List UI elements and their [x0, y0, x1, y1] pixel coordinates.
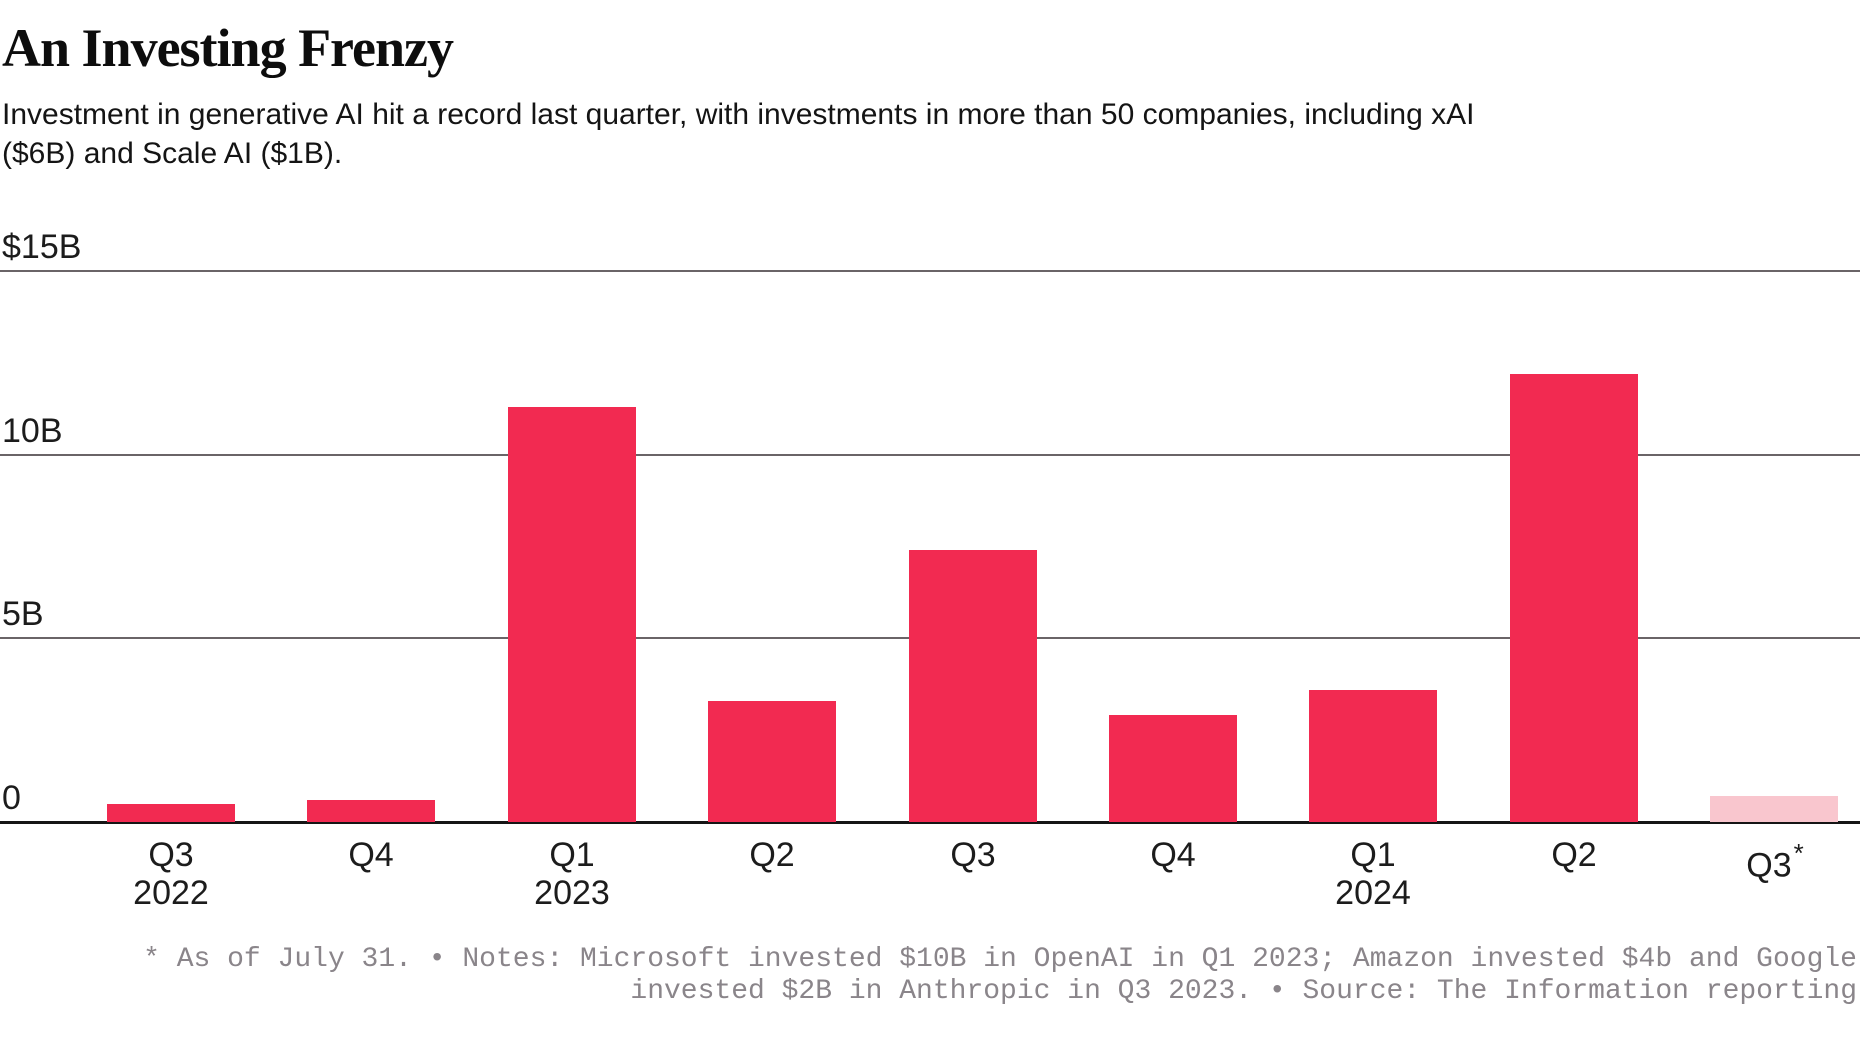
x-year-label-2023: 2023 [534, 874, 610, 912]
provisional-asterisk: * [1793, 838, 1804, 868]
bar-q4-5 [1109, 715, 1237, 822]
x-tick-label-q1-2023: Q1 [549, 836, 595, 874]
chart-footnote: * As of July 31. • Notes: Microsoft inve… [0, 944, 1857, 1008]
bar-q2-3 [708, 700, 836, 822]
y-tick-label-10b: 10B [2, 412, 63, 450]
x-tick-label-q1-2024: Q1 [1350, 836, 1396, 874]
bar-q2-7 [1510, 373, 1638, 822]
footnote-line-1: * As of July 31. • Notes: Microsoft inve… [143, 944, 1857, 975]
x-tick-label-q3-2022: Q3 [148, 836, 194, 874]
bar-q3-2022 [107, 803, 235, 822]
bar-q4-1 [307, 799, 435, 822]
bar-q1-2024 [1309, 689, 1437, 822]
gridline-15b [0, 270, 1860, 272]
x-tick-label-q4-5: Q4 [1150, 836, 1196, 874]
chart-subtitle-line-2: ($6B) and Scale AI ($1B). [2, 137, 343, 170]
bar-q3-8 [1710, 796, 1838, 822]
x-tick-label-q2-3: Q2 [749, 836, 795, 874]
footnote-line-2: invested $2B in Anthropic in Q3 2023. • … [630, 976, 1857, 1007]
chart-subtitle-line-1: Investment in generative AI hit a record… [2, 98, 1475, 131]
x-tick-label-q2-7: Q2 [1551, 836, 1597, 874]
y-tick-label-15b: $15B [2, 228, 82, 266]
bar-q1-2023 [508, 406, 636, 822]
y-tick-label-0b: 0 [2, 779, 21, 817]
x-year-label-2022: 2022 [133, 874, 209, 912]
chart-subtitle: Investment in generative AI hit a record… [2, 95, 1602, 173]
x-tick-label-q3-4: Q3 [950, 836, 996, 874]
x-year-label-2024: 2024 [1335, 874, 1411, 912]
bar-q3-4 [909, 550, 1037, 822]
y-tick-label-5b: 5B [2, 595, 44, 633]
x-axis-line [0, 821, 1860, 824]
chart-title: An Investing Frenzy [2, 18, 454, 78]
x-tick-label-q3-8: Q3* [1746, 838, 1804, 885]
gridline-10b [0, 454, 1860, 456]
x-tick-label-q4-1: Q4 [348, 836, 394, 874]
